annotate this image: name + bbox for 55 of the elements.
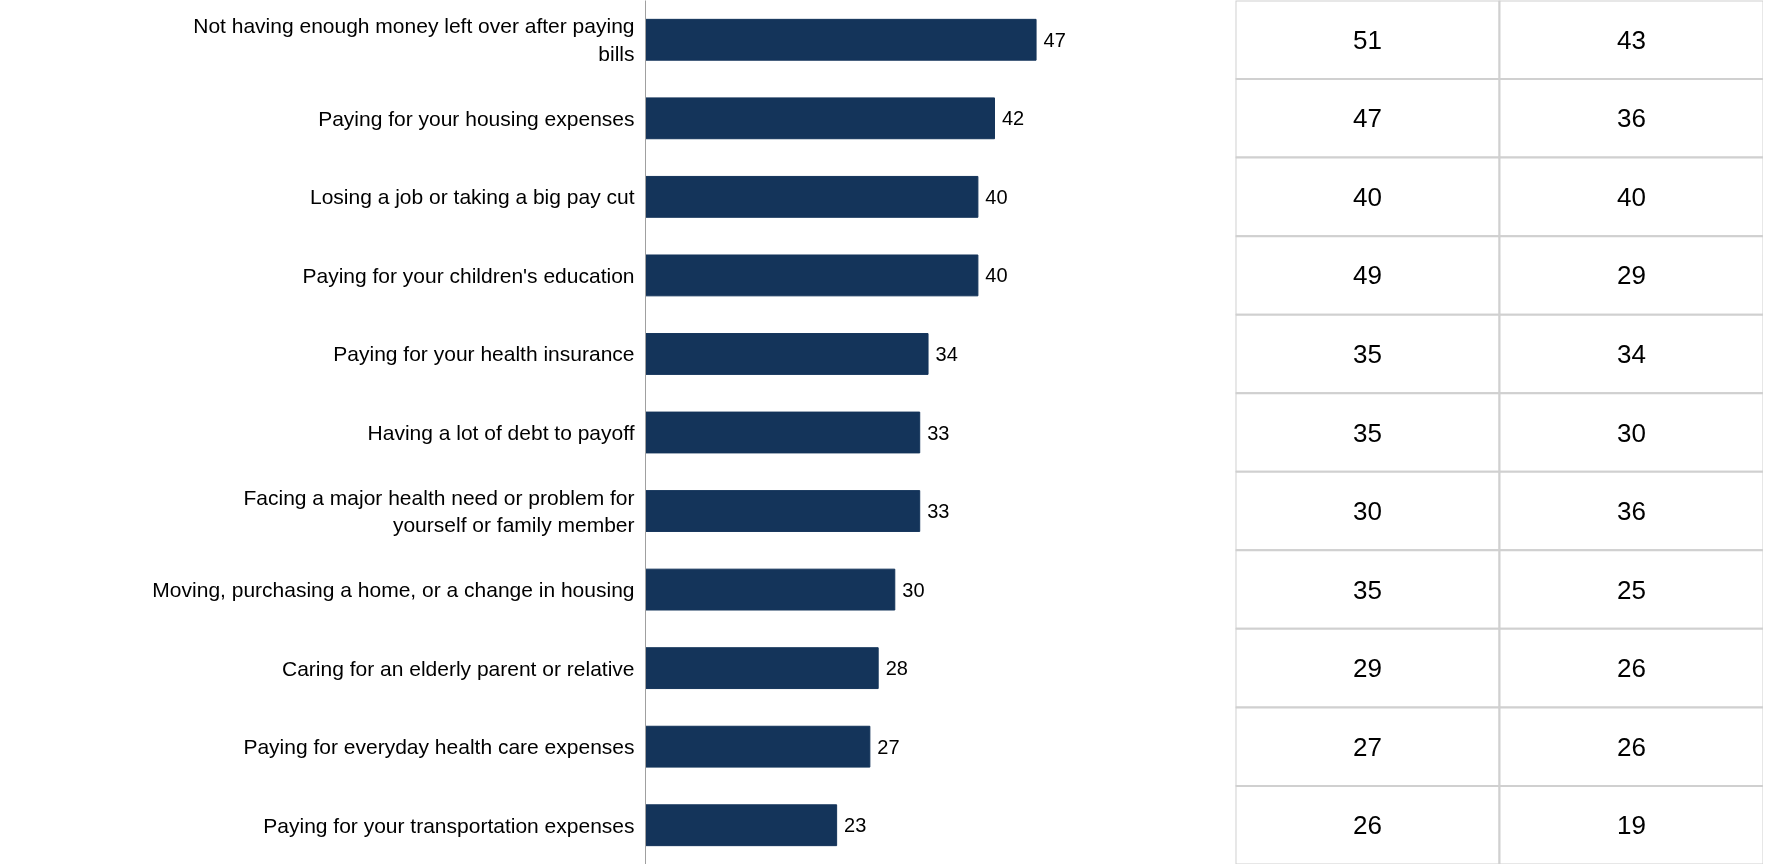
data-label: 35 [1353,338,1382,369]
data-label: 34 [935,342,958,365]
data-label: 33 [927,500,950,523]
data-label: 27 [877,735,900,758]
data-label: 27 [1353,731,1382,762]
data-label: 29 [1617,260,1646,291]
bar [645,804,838,847]
data-label: 34 [1617,338,1646,369]
bar [645,18,1037,61]
data-label: 40 [985,264,1008,287]
data-label: 30 [902,578,925,601]
data-label: 29 [1353,653,1382,684]
data-label: 42 [1001,107,1025,130]
data-label: 25 [1617,574,1646,605]
bar [645,490,921,532]
data-label: 35 [1353,417,1382,448]
data-label: 43 [1617,24,1646,55]
bar [645,97,996,140]
bar [645,725,871,768]
data-label: 47 [1353,103,1382,134]
y-tick-label: Paying for your housing expenses [318,106,635,130]
data-label: 35 [1353,574,1382,605]
data-label: 26 [1617,653,1646,684]
bar [645,568,896,611]
y-tick-label: Paying for your health insurance [333,342,635,366]
bar [645,647,879,690]
data-label: 28 [885,657,908,680]
y-tick-label: Losing a job or taking a big pay cut [309,185,635,209]
data-label: 40 [1353,181,1382,212]
data-label: 30 [1353,496,1382,527]
data-label: 47 [1043,28,1066,51]
y-tick-label: Paying for your children's education [302,263,635,287]
y-tick-label: Paying for your transportation expenses [263,813,635,837]
bar [645,333,929,375]
y-tick-label: Moving, purchasing a home, or a change in housing [152,578,635,602]
y-tick-label: Facing a major health need or problem for yourself or family member [243,485,635,537]
y-tick-label: Caring for an elderly parent or relative [281,656,635,680]
data-label: 19 [1617,810,1646,841]
data-label: 49 [1353,260,1382,291]
y-tick-label: Having a lot of debt to payoff [367,421,635,444]
data-label: 30 [1617,417,1646,448]
data-label: 40 [985,185,1008,208]
bar [645,411,921,454]
data-label: 26 [1617,731,1646,762]
bar [645,254,979,297]
data-label: 23 [844,814,867,837]
data-label: 33 [927,421,950,444]
bar [645,175,979,218]
data-label: 36 [1617,103,1646,134]
data-label: 36 [1617,496,1646,527]
y-tick-label: Not having enough money left over after paying bills [193,14,635,66]
data-label: 40 [1617,181,1646,212]
data-label: 51 [1353,24,1382,55]
y-tick-label: Paying for everyday health care expenses [243,735,635,759]
data-label: 26 [1353,810,1382,841]
